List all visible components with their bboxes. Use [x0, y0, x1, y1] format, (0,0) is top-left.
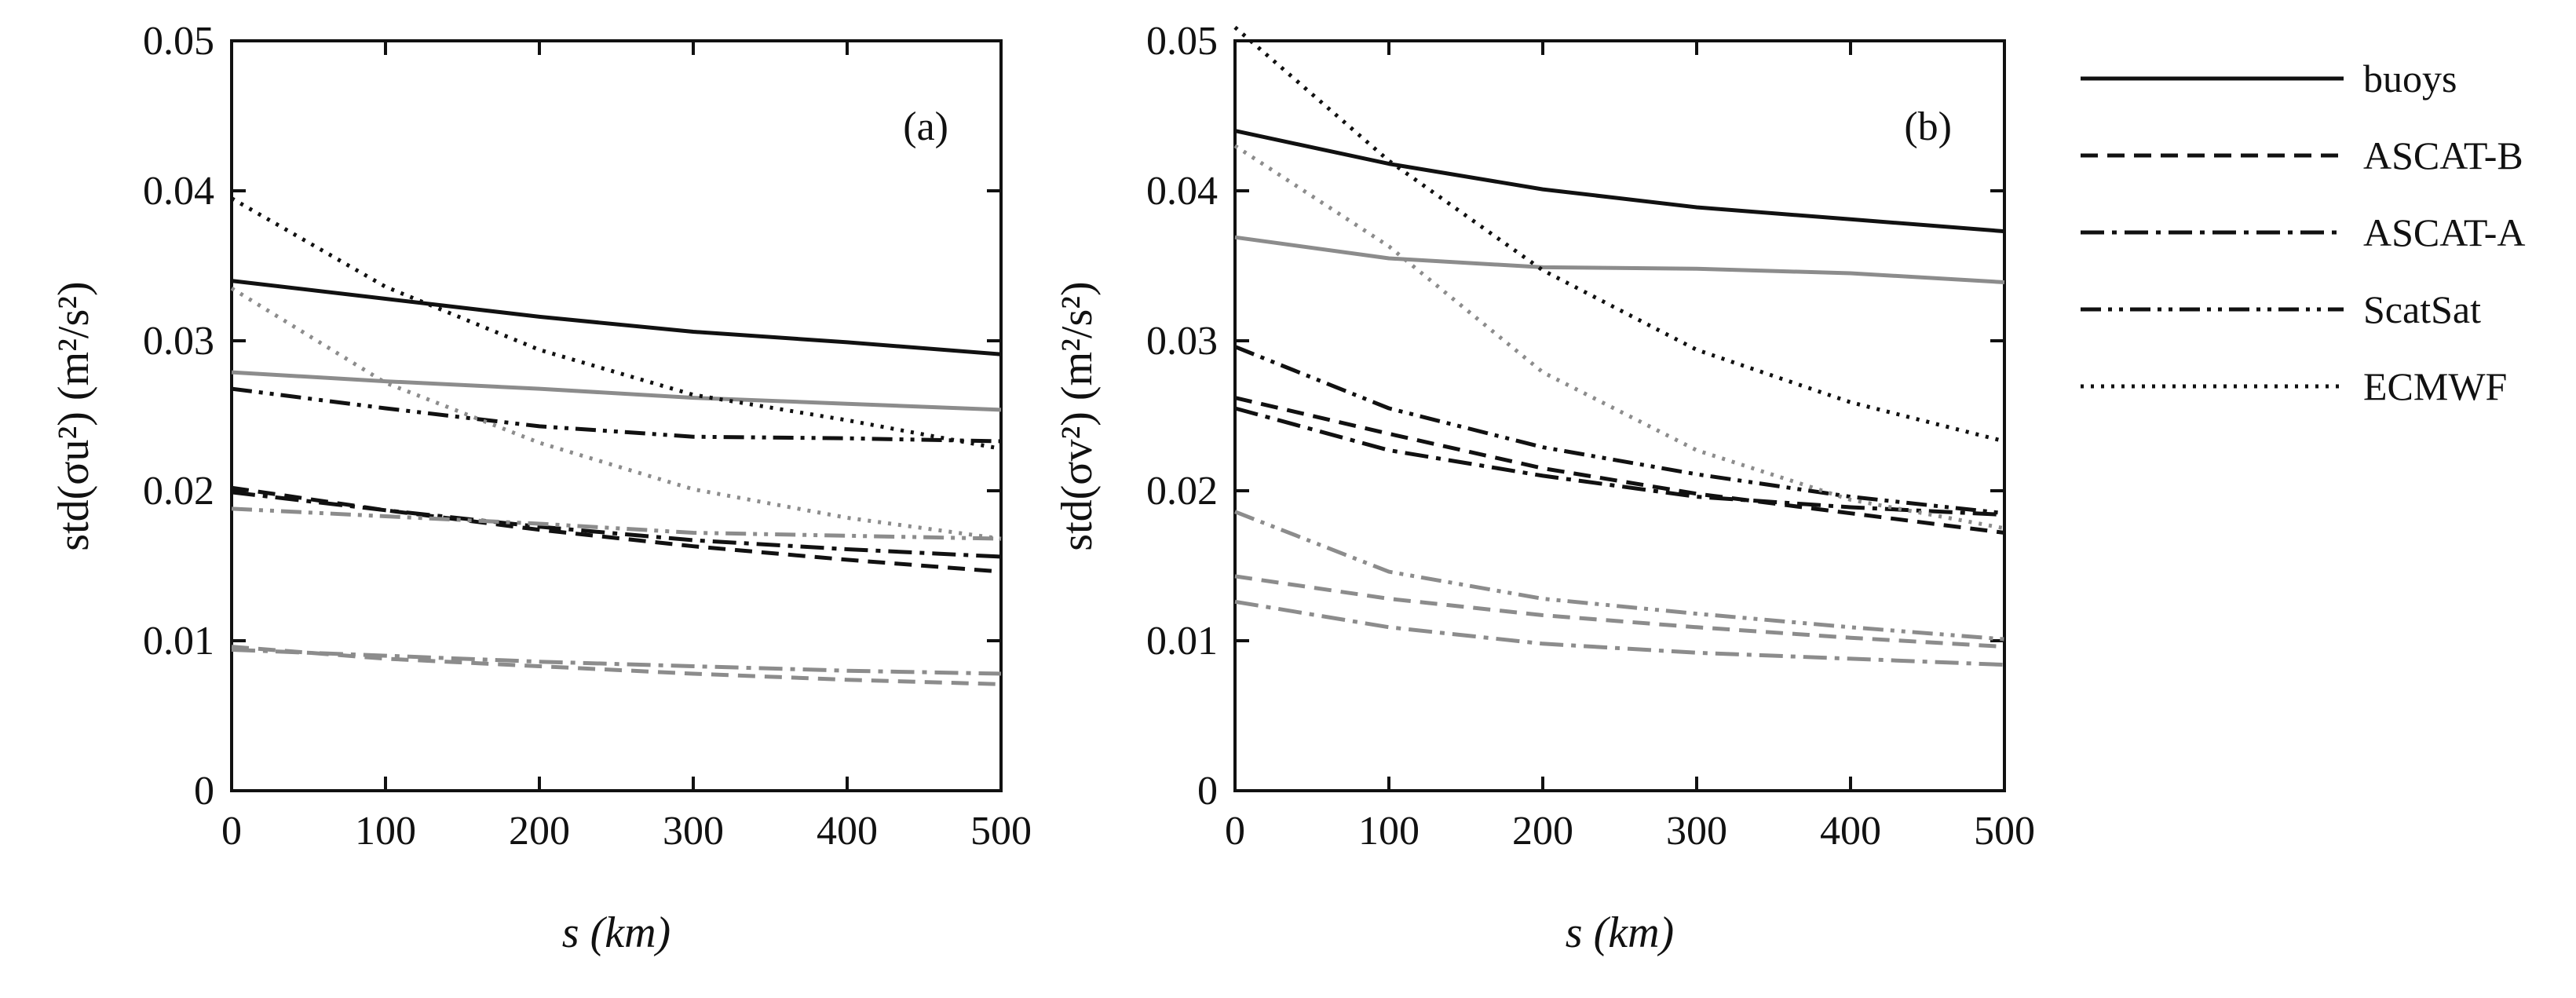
- series-line-buoys-black: [1234, 129, 2005, 234]
- panel-b: 0 0.01 0.02 0.03 0.04 0.05 0 100 200 300 400 500 (…: [1053, 19, 2035, 957]
- panel-a: 0 0.01 0.02 0.03 0.04 0.05 0 100 200 300 400 500 (…: [49, 19, 1032, 957]
- series-line-ascat-b-gray: [231, 645, 1002, 686]
- x-tick-label: 300: [1666, 809, 1727, 854]
- y-tick-label: 0.05: [143, 19, 214, 64]
- y-tick-label: 0.03: [1146, 319, 1218, 364]
- legend: buoys ASCAT-B ASCAT-A ScatSat ECMWF: [2081, 57, 2526, 408]
- y-tick-label: 0.02: [1146, 469, 1218, 514]
- y-tick-label: 0: [1197, 769, 1218, 813]
- y-axis-label-a: std(σu²) (m²/s²): [49, 281, 98, 550]
- series-line-scatsat-black: [1234, 345, 2005, 516]
- y-tick-label: 0.03: [143, 319, 214, 364]
- series-line-ascat-b-black: [231, 485, 1002, 574]
- x-tick-label: 400: [1820, 809, 1881, 854]
- series-line-ascat-a-gray: [1234, 599, 2005, 667]
- x-tick-label: 500: [970, 809, 1032, 854]
- series-line-buoys-black: [231, 279, 1002, 356]
- series-line-ascat-a-gray: [231, 648, 1002, 676]
- plot-frame-a: [230, 39, 1003, 792]
- x-tick-label: 500: [1974, 809, 2035, 854]
- tick-marks-b: [1233, 39, 2006, 792]
- x-tick-label: 0: [1225, 809, 1245, 854]
- series-line-scatsat-gray: [231, 506, 1002, 541]
- series-line-buoys-gray: [1234, 235, 2005, 284]
- legend-label-buoys: buoys: [2363, 57, 2457, 101]
- y-tick-labels-a: 0 0.01 0.02 0.03 0.04 0.05: [143, 19, 214, 813]
- plot-frame-b: [1233, 39, 2006, 792]
- y-tick-label: 0.02: [143, 469, 214, 514]
- series-line-ascat-b-black: [1234, 396, 2005, 535]
- x-tick-label: 300: [663, 809, 724, 854]
- panel-label-a: (a): [903, 104, 948, 149]
- y-tick-label: 0.01: [1146, 619, 1218, 664]
- series-line-scatsat-gray: [1234, 510, 2005, 642]
- y-tick-label: 0.05: [1146, 19, 1218, 64]
- x-axis-label-b: s (km): [1566, 908, 1674, 957]
- legend-label-ecmwf: ECMWF: [2363, 364, 2507, 408]
- series-line-ecmwf-black: [1233, 25, 2005, 444]
- x-tick-label: 200: [509, 809, 570, 854]
- y-tick-labels-b: 0 0.01 0.02 0.03 0.04 0.05: [1146, 19, 1218, 813]
- y-tick-label: 0.01: [143, 619, 214, 664]
- series-line-ascat-b-gray: [1234, 574, 2005, 649]
- y-axis-label-b: std(σv²) (m²/s²): [1053, 281, 1102, 550]
- series-line-ecmwf-gray: [1233, 144, 2005, 531]
- series-group-a: [230, 196, 1002, 686]
- x-tick-label: 0: [221, 809, 242, 854]
- legend-label-ascat-a: ASCAT-A: [2363, 210, 2526, 254]
- tick-marks-a: [230, 39, 1003, 792]
- x-tick-label: 400: [817, 809, 878, 854]
- panel-label-b: (b): [1904, 104, 1952, 149]
- x-axis-label-a: s (km): [562, 908, 670, 957]
- x-tick-labels-b: 0 100 200 300 400 500: [1225, 809, 2035, 854]
- series-line-buoys-gray: [231, 370, 1002, 412]
- series-line-ecmwf-black: [230, 196, 1002, 451]
- y-tick-label: 0.04: [1146, 169, 1218, 214]
- series-group-b: [1233, 25, 2005, 667]
- legend-label-scatsat: ScatSat: [2363, 287, 2481, 331]
- legend-label-ascat-b: ASCAT-B: [2363, 133, 2523, 177]
- x-tick-label: 200: [1512, 809, 1573, 854]
- series-line-ascat-a-black: [1234, 406, 2005, 517]
- y-tick-label: 0: [194, 769, 214, 813]
- x-tick-labels-a: 0 100 200 300 400 500: [221, 809, 1032, 854]
- series-line-ascat-a-black: [231, 490, 1002, 559]
- x-tick-label: 100: [1358, 809, 1420, 854]
- series-line-scatsat-black: [231, 386, 1002, 444]
- x-tick-label: 100: [355, 809, 416, 854]
- y-tick-label: 0.04: [143, 169, 214, 214]
